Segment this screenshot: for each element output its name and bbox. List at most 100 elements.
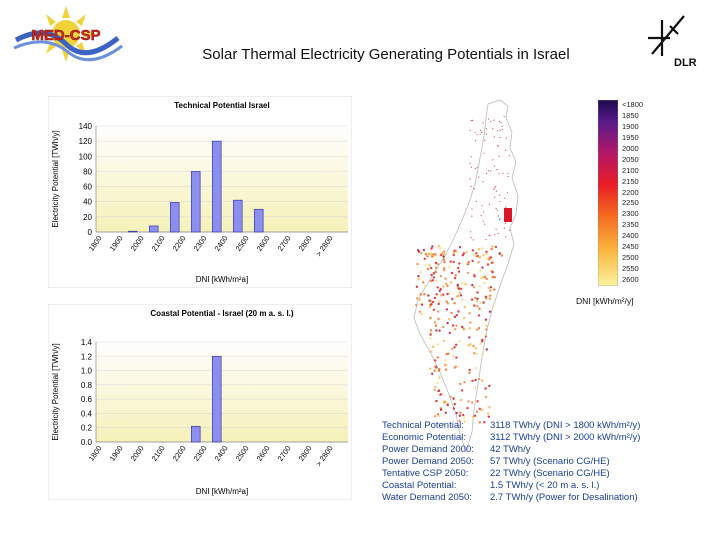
map-dot bbox=[480, 247, 484, 250]
legend-label: 1900 bbox=[622, 121, 639, 131]
map-dot bbox=[448, 318, 451, 321]
map-dot bbox=[488, 234, 490, 236]
map-dot bbox=[445, 282, 448, 285]
israel-outline bbox=[413, 99, 519, 454]
map-dot bbox=[452, 251, 456, 254]
map-dot bbox=[488, 203, 490, 205]
y-tick-label: 140 bbox=[79, 122, 93, 131]
y-tick-label: 40 bbox=[83, 198, 92, 207]
map-dot bbox=[491, 275, 494, 279]
map-dot bbox=[502, 172, 504, 174]
map-dot bbox=[485, 250, 488, 253]
map-dot bbox=[432, 308, 436, 311]
map-dot bbox=[456, 295, 459, 298]
map-dot bbox=[482, 220, 484, 222]
map-dot bbox=[492, 159, 494, 161]
map-dot bbox=[484, 318, 488, 321]
stat-value: 57 TWh/y (Scenario CG/HE) bbox=[490, 456, 610, 467]
map-dot bbox=[437, 389, 440, 393]
map-dot bbox=[439, 393, 442, 396]
map-dot bbox=[453, 366, 456, 369]
map-dot bbox=[475, 328, 479, 331]
map-dot bbox=[447, 352, 450, 355]
map-dot bbox=[442, 339, 445, 343]
map-dot bbox=[434, 261, 438, 265]
map-dot bbox=[500, 121, 502, 124]
stat-value: 3112 TWh/y (DNI > 2000 kWh/m²/y) bbox=[490, 432, 641, 443]
map-dot bbox=[437, 414, 440, 418]
map-dot bbox=[488, 294, 491, 297]
map-dot bbox=[497, 232, 499, 235]
y-tick-label: 1.2 bbox=[81, 352, 93, 361]
dlr-logo: DLR bbox=[644, 10, 708, 70]
map-dot bbox=[490, 120, 492, 122]
map-dot bbox=[476, 134, 478, 136]
map-dot bbox=[478, 421, 481, 424]
map-dot bbox=[457, 287, 461, 290]
plot-area bbox=[96, 126, 348, 232]
map-dot bbox=[462, 328, 466, 331]
map-dot bbox=[485, 277, 488, 281]
map-dot bbox=[444, 368, 448, 371]
map-dot bbox=[471, 215, 473, 217]
map-dot bbox=[453, 249, 456, 252]
map-dot bbox=[468, 371, 471, 375]
map-dot bbox=[434, 324, 438, 327]
map-dot bbox=[422, 281, 425, 284]
map-dot bbox=[481, 379, 484, 382]
legend-label: 2150 bbox=[622, 176, 639, 186]
map-dot bbox=[497, 215, 499, 217]
map-dot bbox=[474, 347, 477, 350]
map-dot bbox=[454, 274, 457, 277]
map-dot bbox=[430, 350, 433, 353]
map-dot bbox=[418, 310, 422, 313]
map-dot bbox=[475, 200, 477, 202]
map-dot bbox=[430, 331, 433, 334]
map-dot bbox=[436, 262, 439, 266]
map-dot bbox=[474, 131, 476, 133]
map-dot bbox=[443, 260, 446, 264]
map-dot bbox=[442, 293, 445, 296]
map-dot bbox=[466, 406, 469, 410]
map-dot bbox=[494, 233, 496, 236]
map-dot bbox=[467, 344, 470, 347]
map-dot bbox=[449, 395, 452, 399]
map-dot bbox=[497, 144, 499, 147]
map-dot bbox=[442, 269, 446, 272]
map-dot bbox=[444, 411, 447, 414]
map-dot bbox=[473, 304, 476, 307]
map-dot bbox=[474, 386, 477, 389]
y-axis-label: Electricity Potential [TWh/y] bbox=[51, 343, 60, 440]
stat-label: Technical Potential: bbox=[382, 420, 464, 431]
map-dot bbox=[452, 354, 455, 358]
map-dot bbox=[463, 420, 466, 423]
map-dot bbox=[429, 337, 432, 340]
map-dot bbox=[474, 167, 476, 170]
logo-text: MED-CSP bbox=[31, 27, 100, 44]
map-dot bbox=[423, 257, 426, 260]
map-dot bbox=[420, 312, 424, 316]
map-dot bbox=[487, 286, 490, 290]
map-dot bbox=[430, 247, 433, 250]
map-dot bbox=[489, 256, 493, 259]
map-dot bbox=[446, 284, 449, 288]
map-dot bbox=[468, 327, 471, 330]
map-dot bbox=[476, 291, 479, 294]
coastal-potential-chart: Coastal Potential - Israel (20 m a. s. l… bbox=[48, 304, 352, 500]
map-dot bbox=[480, 277, 483, 280]
map-dot bbox=[431, 372, 434, 375]
map-dot bbox=[500, 254, 504, 257]
technical-potential-chart-svg: Technical Potential Israel 0 20 40 60 80 100 12… bbox=[48, 96, 352, 288]
map-dot bbox=[481, 266, 484, 269]
map-dot bbox=[445, 364, 448, 367]
map-dot bbox=[455, 314, 458, 317]
map-dot bbox=[482, 122, 484, 124]
map-dot bbox=[477, 314, 481, 317]
legend-label: 2450 bbox=[622, 242, 639, 252]
bar bbox=[211, 355, 222, 443]
map-dot bbox=[474, 367, 478, 370]
map-dot bbox=[496, 209, 499, 211]
map-dot bbox=[450, 311, 453, 315]
map-dot bbox=[466, 271, 470, 275]
map-dot bbox=[475, 300, 479, 303]
